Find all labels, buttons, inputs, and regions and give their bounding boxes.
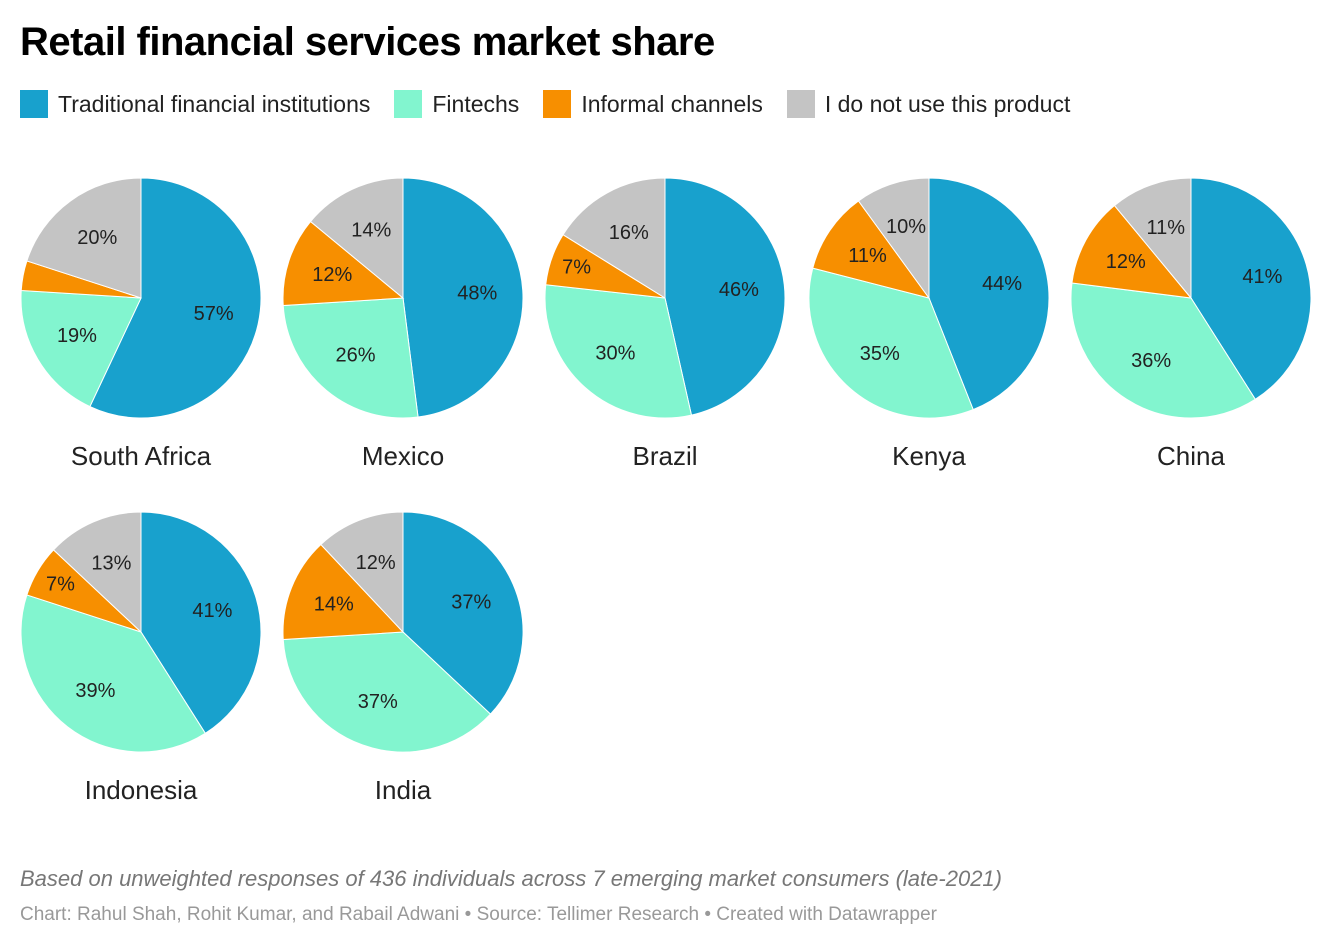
legend-item-informal: Informal channels <box>543 90 763 118</box>
slice-india-no-use <box>320 511 404 634</box>
slice-mexico-traditional <box>402 177 524 418</box>
pie-title-brazil: Brazil <box>632 441 697 471</box>
legend-swatch-traditional <box>20 90 48 118</box>
pie-title-south-africa: South Africa <box>71 441 212 471</box>
data-label-indonesia-informal: 7% <box>46 573 75 595</box>
slice-indonesia-traditional <box>140 511 262 735</box>
pie-kenya: 44% 35% 11% 10% Kenya <box>808 177 1050 471</box>
data-label-kenya-fintechs: 35% <box>860 343 900 365</box>
pie-title-mexico: Mexico <box>362 441 444 471</box>
footnote: Based on unweighted responses of 436 ind… <box>20 866 1002 891</box>
data-label-china-no-use: 11% <box>1147 217 1186 239</box>
legend-label-informal: Informal channels <box>581 90 763 117</box>
slice-south-africa-fintechs <box>20 289 142 408</box>
slice-india-informal <box>282 543 405 641</box>
data-label-china-fintechs: 36% <box>1131 350 1171 372</box>
data-label-india-informal: 14% <box>314 594 354 616</box>
legend-item-fintechs: Fintechs <box>394 90 519 118</box>
data-label-south-africa-traditional: 57% <box>194 303 234 325</box>
slice-kenya-traditional <box>928 177 1050 411</box>
data-label-mexico-no-use: 14% <box>351 220 391 242</box>
slice-indonesia-no-use <box>52 511 142 634</box>
pie-china: 41% 36% 12%11% China <box>1070 177 1312 471</box>
legend-label-fintechs: Fintechs <box>432 90 520 117</box>
legend-item-traditional: Traditional financial institutions <box>20 90 370 118</box>
slice-brazil-no-use <box>562 177 666 299</box>
slice-mexico-informal <box>282 220 405 307</box>
data-label-south-africa-no-use: 20% <box>77 227 117 249</box>
slice-china-traditional <box>1190 177 1312 401</box>
pie-indonesia: 41% 39% 7% 13% Indonesia <box>20 511 262 805</box>
data-label-mexico-informal: 12% <box>312 264 352 286</box>
data-label-indonesia-traditional: 41% <box>192 600 232 622</box>
data-label-kenya-traditional: 44% <box>982 273 1022 295</box>
slice-south-africa-no-use <box>26 177 142 299</box>
pie-south-africa: 57% 19% 20% South Africa <box>20 177 262 471</box>
data-label-china-informal: 12% <box>1106 251 1146 273</box>
data-label-india-traditional: 37% <box>451 591 491 613</box>
pie-india: 37% 37% 14%12% India <box>282 511 524 805</box>
legend-swatch-informal <box>543 90 572 118</box>
pie-title-indonesia: Indonesia <box>85 775 198 805</box>
legend-swatch-no-use <box>786 90 815 118</box>
slice-india-fintechs <box>282 631 492 753</box>
legend: Traditional financial institutions Finte… <box>20 88 1094 120</box>
legend-swatch-fintechs <box>394 90 423 118</box>
pie-charts: 57%19%20%South Africa48%26%12%14%Mexico4… <box>20 177 1312 805</box>
data-label-brazil-fintechs: 30% <box>595 342 635 364</box>
data-label-indonesia-fintechs: 39% <box>75 680 115 702</box>
legend-label-no-use: I do not use this product <box>824 90 1071 117</box>
data-label-india-fintechs: 37% <box>358 691 398 713</box>
slice-kenya-informal <box>812 200 931 299</box>
slice-brazil-traditional <box>664 177 786 416</box>
data-label-brazil-informal: 7% <box>562 256 591 278</box>
pie-title-kenya: Kenya <box>892 441 966 471</box>
slice-china-informal <box>1071 204 1193 299</box>
credit-line: Chart: Rahul Shah, Rohit Kumar, and Raba… <box>20 904 937 925</box>
data-label-kenya-no-use: 10% <box>886 216 926 238</box>
slice-kenya-no-use <box>857 177 930 300</box>
data-label-india-no-use: 12% <box>356 552 396 574</box>
pie-brazil: 46% 30% 7% 16% Brazil <box>544 177 786 471</box>
slice-indonesia-fintechs <box>20 594 206 753</box>
data-label-south-africa-fintechs: 19% <box>57 325 97 347</box>
legend-item-no-use: I do not use this product <box>786 90 1071 118</box>
slice-china-no-use <box>1113 177 1192 300</box>
chart-title: Retail financial services market share <box>20 20 715 64</box>
data-label-brazil-traditional: 46% <box>719 279 759 301</box>
slice-india-traditional <box>402 511 524 715</box>
legend-label-traditional: Traditional financial institutions <box>58 90 371 117</box>
pie-mexico: 48% 26% 12% 14% Mexico <box>282 177 524 471</box>
slice-mexico-fintechs <box>282 297 419 419</box>
data-label-mexico-fintechs: 26% <box>336 344 376 366</box>
data-label-mexico-traditional: 48% <box>457 282 497 304</box>
slice-mexico-no-use <box>309 177 404 300</box>
data-label-china-traditional: 41% <box>1242 266 1282 288</box>
data-label-brazil-no-use: 16% <box>609 222 649 244</box>
slice-china-fintechs <box>1070 282 1256 419</box>
slice-south-africa-traditional <box>89 177 262 419</box>
slice-brazil-fintechs <box>544 284 693 419</box>
pie-title-china: China <box>1157 441 1225 471</box>
data-label-indonesia-no-use: 13% <box>91 553 131 575</box>
slice-kenya-fintechs <box>808 267 974 419</box>
data-label-kenya-informal: 11% <box>848 245 887 267</box>
pie-title-india: India <box>375 775 432 805</box>
